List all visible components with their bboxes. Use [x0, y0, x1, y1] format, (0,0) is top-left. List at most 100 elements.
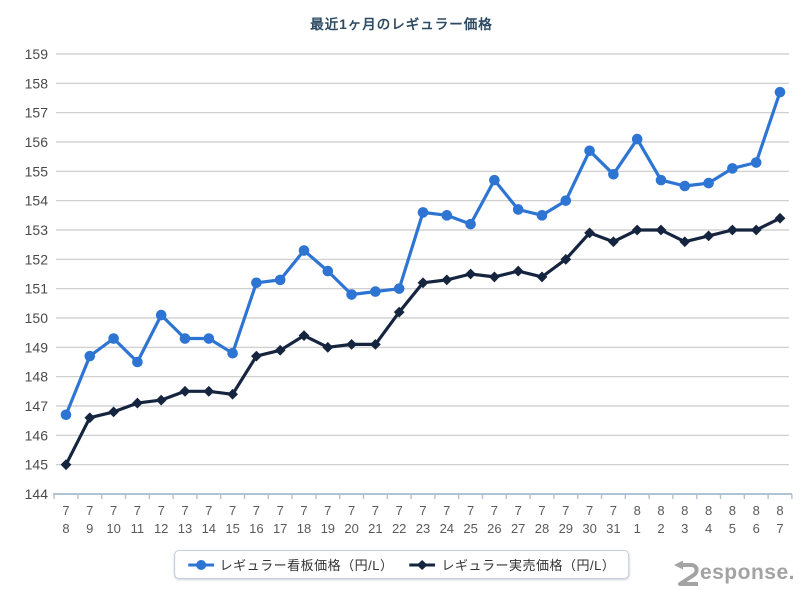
x-axis-label-month: 7	[443, 503, 450, 518]
watermark-text: esponse.	[699, 561, 795, 584]
y-axis-label: 145	[25, 457, 49, 473]
data-point-marker	[679, 180, 691, 192]
x-axis-label-month: 8	[634, 503, 641, 518]
response-watermark: esponse.	[673, 559, 795, 587]
y-axis-label: 159	[25, 46, 49, 62]
x-axis-label-month: 7	[396, 503, 403, 518]
data-point-marker	[536, 210, 548, 221]
x-axis-label-month: 7	[515, 503, 522, 518]
x-axis-label-month: 7	[372, 503, 379, 518]
data-point-marker	[441, 274, 453, 286]
data-point-marker	[393, 283, 405, 294]
data-point-marker	[465, 268, 476, 280]
data-point-marker	[560, 253, 572, 265]
data-point-marker	[108, 406, 119, 418]
x-axis-label-day: 24	[440, 521, 454, 536]
chart-title: 最近1ヶ月のレギュラー価格	[310, 17, 493, 32]
data-point-marker	[132, 356, 143, 368]
x-axis-label-day: 30	[582, 521, 596, 536]
x-axis-label-month: 7	[300, 503, 307, 518]
data-point-marker	[298, 245, 310, 256]
x-axis-label-day: 27	[511, 521, 525, 536]
data-point-marker	[322, 341, 334, 353]
data-point-marker	[560, 195, 572, 206]
x-axis-label-day: 9	[86, 521, 93, 536]
x-axis-label-day: 25	[463, 521, 477, 536]
x-axis-label-month: 7	[181, 503, 188, 518]
data-point-marker	[108, 333, 119, 344]
data-point-marker	[298, 330, 310, 341]
x-axis-label-month: 7	[324, 503, 331, 518]
data-point-marker	[370, 339, 381, 350]
response-logo-r-arrow-icon	[673, 560, 699, 586]
x-axis-label-day: 10	[106, 521, 120, 536]
y-axis-label: 152	[25, 251, 49, 267]
x-axis-label-month: 8	[705, 503, 712, 518]
data-point-marker	[203, 385, 215, 397]
x-axis-label-month: 8	[657, 503, 664, 518]
x-axis-label-day: 16	[249, 521, 263, 536]
x-axis-label-day: 8	[62, 521, 69, 536]
data-point-marker	[179, 333, 191, 344]
data-point-marker	[655, 174, 667, 186]
x-axis-label-month: 7	[277, 503, 284, 518]
y-axis-label: 157	[25, 105, 49, 121]
data-point-marker	[393, 306, 405, 318]
y-axis-label: 151	[25, 281, 49, 297]
data-point-marker	[60, 459, 72, 471]
data-point-marker	[774, 212, 786, 224]
data-point-marker	[179, 385, 191, 397]
y-axis-label: 156	[25, 134, 49, 150]
price-line-chart: 1441451461471481491501511521531541551561…	[25, 46, 793, 536]
x-axis-label-month: 7	[110, 503, 117, 518]
data-point-marker	[203, 333, 215, 344]
x-axis-label-month: 8	[681, 503, 688, 518]
x-axis-label-day: 31	[606, 521, 620, 536]
legend-label-actual-price: レギュラー実売価格（円/L）	[441, 558, 616, 573]
x-axis-label-day: 7	[776, 521, 783, 536]
x-axis-label-month: 8	[776, 503, 783, 518]
x-axis-label-month: 7	[86, 503, 93, 518]
data-point-marker	[679, 236, 691, 248]
x-axis-label-month: 7	[348, 503, 355, 518]
series-line-1	[64, 216, 782, 467]
data-point-marker	[512, 204, 524, 215]
y-axis-label: 146	[25, 427, 49, 443]
x-axis-label-month: 8	[753, 503, 760, 518]
chart-legend: レギュラー看板価格（円/L） レギュラー実売価格（円/L）	[173, 550, 630, 579]
y-axis-label: 153	[25, 222, 49, 238]
data-point-marker	[703, 177, 714, 189]
x-axis-label-day: 29	[559, 521, 573, 536]
x-axis-label-month: 7	[491, 503, 498, 518]
data-point-marker	[750, 224, 762, 236]
y-axis-label: 158	[25, 75, 49, 91]
data-point-marker	[608, 168, 619, 180]
signboard-series-swatch-icon	[187, 559, 214, 570]
data-point-marker	[251, 277, 262, 289]
x-axis-label-month: 7	[229, 503, 236, 518]
x-axis-label-day: 6	[753, 521, 760, 536]
x-axis-label-day: 20	[344, 521, 358, 536]
data-point-marker	[132, 397, 143, 409]
x-axis-label-month: 7	[419, 503, 426, 518]
data-point-marker	[631, 224, 643, 236]
x-axis-label-day: 17	[273, 521, 287, 536]
data-point-marker	[346, 289, 357, 300]
data-point-marker	[84, 412, 96, 424]
data-point-marker	[84, 350, 96, 362]
data-point-marker	[750, 157, 762, 168]
data-point-marker	[251, 350, 262, 362]
x-axis-label-month: 7	[158, 503, 165, 518]
y-axis-label: 155	[25, 163, 49, 179]
legend-item-signboard-price: レギュラー看板価格（円/L）	[187, 555, 394, 574]
data-point-marker	[536, 271, 548, 283]
data-point-marker	[584, 227, 595, 239]
y-axis-label: 149	[25, 339, 49, 355]
x-axis-label-month: 7	[205, 503, 212, 518]
data-point-marker	[274, 344, 286, 356]
x-axis-label-day: 23	[416, 521, 430, 536]
data-point-marker	[417, 207, 429, 218]
x-axis-label-month: 7	[562, 503, 569, 518]
y-axis-label: 147	[25, 398, 49, 414]
legend-label-signboard-price: レギュラー看板価格（円/L）	[219, 558, 394, 573]
